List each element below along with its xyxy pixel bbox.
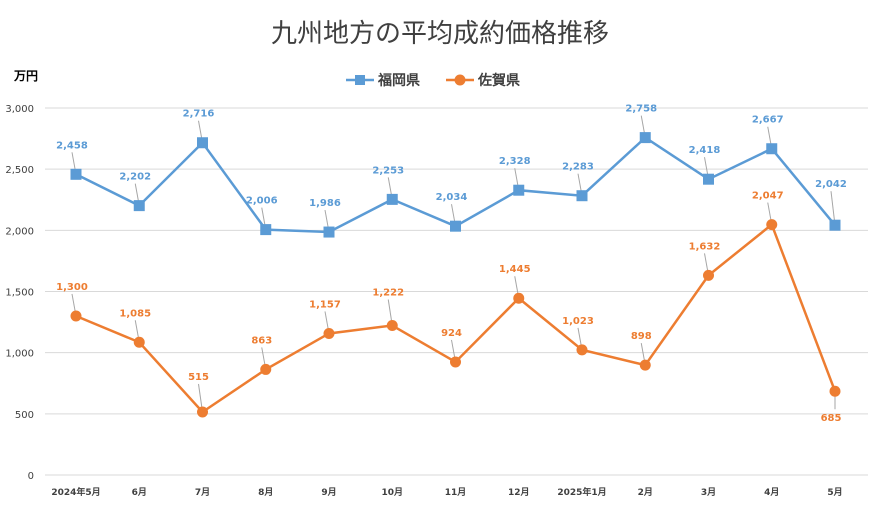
data-point-circle [70, 310, 82, 322]
legend-marker-square [355, 75, 365, 85]
x-tick-label: 5月 [827, 487, 842, 498]
series-line [75, 222, 837, 414]
data-point-square [323, 226, 335, 238]
data-point-circle [450, 356, 461, 368]
data-label: 1,632 [689, 241, 721, 252]
data-point-circle [766, 219, 778, 231]
data-point-square [260, 224, 272, 236]
data-label: 924 [441, 328, 462, 339]
y-tick-label: 0 [28, 471, 34, 482]
data-label: 863 [251, 335, 272, 346]
data-point-square [70, 168, 82, 180]
series-layer: 2,458 2,202 2,716 2,006 1,986 2,253 2,034 2,328… [56, 104, 847, 425]
data-point-circle [386, 320, 398, 332]
data-label: 2,006 [246, 196, 278, 207]
chart-title: 九州地方の平均成約価格推移 [271, 19, 609, 49]
x-tick-label: 2月 [638, 487, 653, 498]
x-tick-label: 2024年5月 [51, 486, 100, 498]
data-label: 2,667 [752, 115, 784, 126]
y-tick-label: 1,500 [5, 288, 34, 299]
data-point-circle [703, 269, 714, 281]
x-tick-label: 4月 [764, 487, 779, 498]
data-label: 515 [188, 372, 209, 383]
data-point-circle [133, 336, 145, 348]
data-label: 2,253 [372, 165, 404, 176]
x-tick-label: 11月 [445, 487, 467, 498]
y-tick-label: 1,000 [5, 349, 34, 360]
data-point-circle [323, 327, 335, 339]
data-point-circle [639, 359, 651, 371]
x-tick-label: 10月 [381, 487, 403, 498]
data-point-circle [576, 344, 588, 356]
data-point-circle [260, 363, 272, 375]
x-tick-label: 7月 [195, 487, 210, 498]
series-line [75, 136, 836, 234]
data-label: 2,458 [56, 140, 88, 151]
legend: 福岡県 佐賀県 [346, 72, 520, 89]
y-tick-label: 500 [15, 410, 34, 421]
x-tick-label: 6月 [132, 487, 147, 498]
data-label: 1,986 [309, 198, 341, 209]
data-label: 2,418 [689, 145, 721, 156]
data-label: 2,716 [183, 109, 215, 120]
data-point-square [450, 220, 461, 232]
gridlines [45, 107, 868, 476]
data-point-square [386, 193, 398, 205]
data-point-circle [197, 406, 208, 418]
data-point-square [576, 190, 588, 202]
data-label: 1,300 [56, 282, 88, 293]
data-label: 2,034 [436, 192, 468, 203]
data-point-square [703, 173, 714, 185]
data-label: 1,085 [119, 308, 151, 319]
y-tick-label: 2,000 [5, 226, 34, 237]
x-axis-ticks: 2024年5月 6月 7月 8月 9月 10月 11月 12月 2025年1月 2月 3月 4月 5月 [51, 486, 842, 498]
data-point-square [197, 137, 208, 149]
series-1: 2,458 2,202 2,716 2,006 1,986 2,253 2,034 2,328… [56, 104, 847, 238]
data-label: 1,445 [499, 264, 531, 275]
data-point-square [133, 200, 145, 212]
data-point-square [829, 219, 841, 231]
data-label: 2,042 [815, 179, 847, 190]
y-tick-label: 3,000 [5, 104, 34, 115]
data-label: 898 [631, 331, 652, 342]
data-label: 685 [821, 413, 842, 424]
data-label: 1,157 [309, 299, 341, 310]
data-label: 2,328 [499, 156, 531, 167]
data-label: 1,023 [562, 316, 594, 327]
y-axis-unit-label: 万円 [13, 69, 38, 83]
data-label: 1,222 [372, 288, 404, 299]
x-tick-label: 12月 [508, 487, 530, 498]
data-point-circle [829, 385, 841, 397]
data-point-square [639, 132, 651, 144]
x-tick-label: 8月 [258, 487, 273, 498]
data-point-circle [513, 292, 525, 304]
legend-marker-circle [454, 74, 466, 86]
data-label: 2,283 [562, 162, 594, 173]
x-tick-label: 2025年1月 [557, 486, 606, 498]
data-label-leader [830, 191, 836, 226]
data-point-square [513, 184, 525, 196]
data-label: 2,047 [752, 191, 784, 202]
x-tick-label: 3月 [701, 487, 716, 498]
y-tick-label: 2,500 [5, 165, 34, 176]
legend-label: 佐賀県 [477, 72, 520, 89]
data-point-square [766, 143, 778, 155]
series-2: 1,300 1,085 515 863 1,157 1,222 924 1,445 1,023 8… [56, 191, 841, 425]
legend-label: 福岡県 [377, 72, 420, 89]
data-label: 2,202 [119, 172, 151, 183]
y-axis-ticks: 0 500 1,000 1,500 2,000 2,500 3,000 [5, 104, 34, 482]
x-tick-label: 9月 [321, 487, 336, 498]
data-label: 2,758 [625, 104, 657, 115]
